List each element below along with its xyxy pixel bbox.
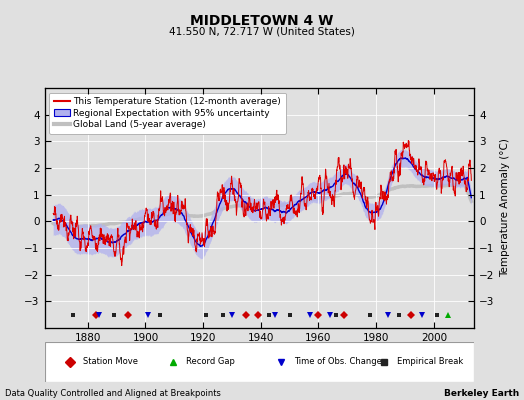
Text: Record Gap: Record Gap [187,358,235,366]
Text: Time of Obs. Change: Time of Obs. Change [294,358,381,366]
FancyBboxPatch shape [45,342,474,382]
Y-axis label: Temperature Anomaly (°C): Temperature Anomaly (°C) [500,138,510,278]
Text: Data Quality Controlled and Aligned at Breakpoints: Data Quality Controlled and Aligned at B… [5,389,221,398]
Text: MIDDLETOWN 4 W: MIDDLETOWN 4 W [190,14,334,28]
Text: Empirical Break: Empirical Break [397,358,463,366]
Legend: This Temperature Station (12-month average), Regional Expectation with 95% uncer: This Temperature Station (12-month avera… [49,92,286,134]
Text: Station Move: Station Move [83,358,138,366]
Text: Berkeley Earth: Berkeley Earth [443,389,519,398]
Text: 41.550 N, 72.717 W (United States): 41.550 N, 72.717 W (United States) [169,26,355,36]
